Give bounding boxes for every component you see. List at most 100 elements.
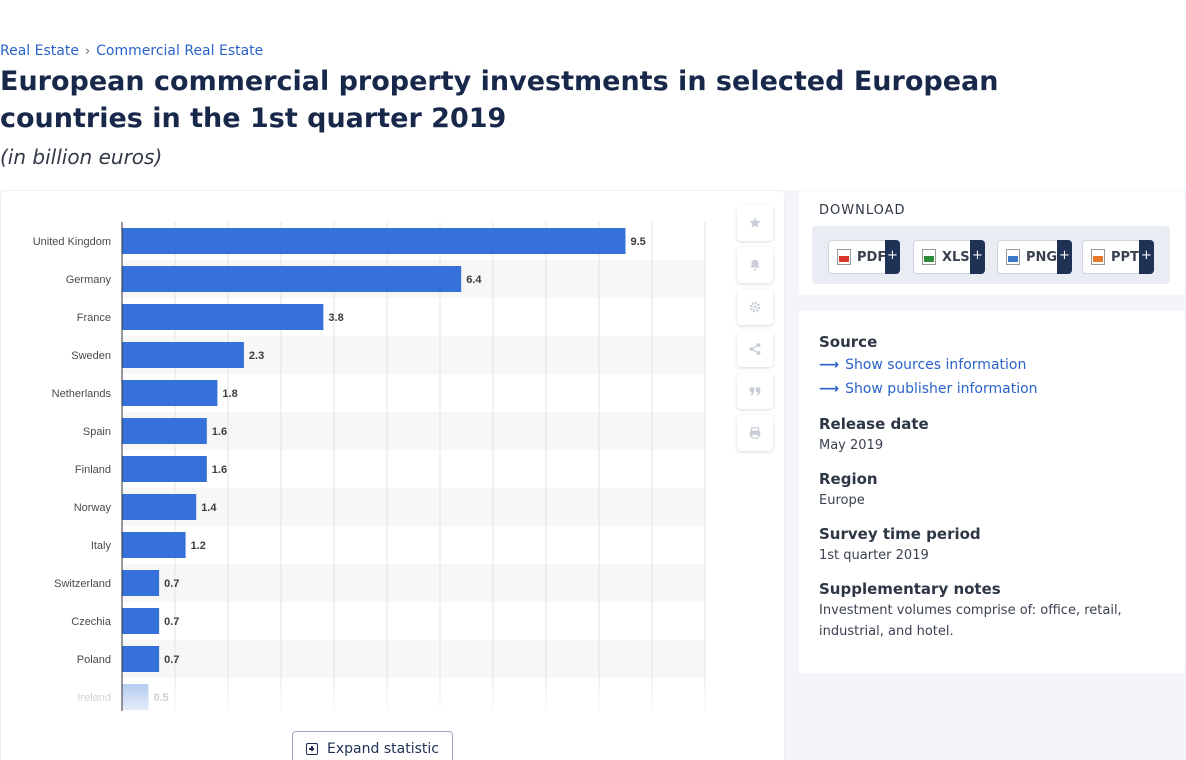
breadcrumb: Real Estate › Commercial Real Estate [0,43,263,59]
category-label: Spain [83,426,111,438]
expand-statistic-label: Expand statistic [327,741,439,757]
region-value: Europe [819,493,865,508]
expand-statistic-button[interactable]: Expand statistic [292,731,453,760]
gear-icon [749,301,761,313]
png-file-icon [1006,249,1020,265]
pdf-file-icon [837,249,851,265]
download-xls-plus[interactable]: + [970,240,985,274]
release-date-value: May 2019 [819,438,884,453]
download-card: DOWNLOAD PDF + XLS + PNG + PPT + [799,191,1185,295]
show-sources-link[interactable]: ⟶ Show sources information [819,357,1026,373]
value-label: 1.8 [222,388,237,400]
supplementary-notes-value: Investment volumes comprise of: office, … [819,603,1122,639]
download-pdf-label: PDF [857,249,887,265]
bell-icon [750,259,760,271]
bar[interactable] [122,456,207,482]
download-label: DOWNLOAD [819,203,906,218]
arrow-right-icon: ⟶ [819,357,840,373]
settings-button[interactable] [737,289,773,325]
breadcrumb-separator: › [84,43,91,59]
download-png-plus[interactable]: + [1057,240,1072,274]
region-heading: Region [819,470,878,488]
row-stripe [122,564,705,602]
value-label: 6.4 [466,274,482,286]
value-label: 1.6 [212,426,227,438]
arrow-right-icon: ⟶ [819,381,840,397]
favorite-button[interactable] [737,205,773,241]
category-label: Germany [66,274,112,286]
value-label: 9.5 [631,236,646,248]
bar[interactable] [122,608,160,634]
category-label: Netherlands [52,388,112,400]
survey-period-heading: Survey time period [819,525,981,543]
bar[interactable] [122,494,197,520]
row-stripe [122,412,705,450]
show-sources-label: Show sources information [845,357,1027,373]
bar[interactable] [122,304,324,330]
row-stripe [122,640,705,678]
notification-button[interactable] [737,247,773,283]
header-band [0,0,1186,190]
category-label: France [77,312,111,324]
page-subtitle: (in billion euros) [0,145,163,169]
breadcrumb-commercial-real-estate[interactable]: Commercial Real Estate [96,43,264,59]
download-ppt-button[interactable]: PPT + [1082,240,1154,274]
category-label: Sweden [71,350,111,362]
value-label: 0.7 [164,616,179,628]
survey-period-value: 1st quarter 2019 [819,548,929,563]
chart-toolbar [737,205,773,451]
download-bar: PDF + XLS + PNG + PPT + [812,226,1170,284]
share-button[interactable] [737,331,773,367]
bar[interactable] [122,380,218,406]
download-pdf-plus[interactable]: + [885,240,900,274]
bar[interactable] [122,266,462,292]
download-xls-button[interactable]: XLS + [913,240,985,274]
bar[interactable] [122,418,207,444]
bar[interactable] [122,570,160,596]
category-label: Czechia [71,616,112,628]
value-label: 0.7 [164,654,179,666]
print-icon [749,427,761,439]
row-stripe [122,488,705,526]
bar[interactable] [122,646,160,672]
value-label: 1.6 [212,464,227,476]
source-heading: Source [819,333,878,351]
value-label: 1.4 [201,502,217,514]
download-pdf-button[interactable]: PDF + [828,240,900,274]
download-png-button[interactable]: PNG + [997,240,1072,274]
supplementary-notes-heading: Supplementary notes [819,580,1001,598]
category-label: Poland [77,654,111,666]
print-button[interactable] [737,415,773,451]
release-date-heading: Release date [819,415,929,433]
category-label: United Kingdom [33,236,111,248]
download-ppt-plus[interactable]: + [1139,240,1154,274]
ppt-file-icon [1091,249,1105,265]
bar[interactable] [122,532,186,558]
category-label: Finland [75,464,111,476]
download-png-label: PNG [1026,249,1058,265]
expand-icon [306,743,319,755]
fade-overlay [1,674,731,711]
show-publisher-label: Show publisher information [845,381,1038,397]
info-card: Source ⟶ Show sources information ⟶ Show… [799,311,1185,673]
bar-chart: United Kingdom 9.5 Germany 6.4 France 3.8 Swed… [1,222,731,711]
share-icon [749,343,761,355]
chart-card: United Kingdom 9.5 Germany 6.4 France 3.8 Swed… [1,191,784,760]
bar[interactable] [122,228,626,254]
star-icon [749,217,761,228]
cite-button[interactable] [737,373,773,409]
bar[interactable] [122,342,244,368]
download-xls-label: XLS [942,249,970,265]
quote-icon [749,387,761,396]
category-label: Norway [74,502,112,514]
breadcrumb-real-estate[interactable]: Real Estate [0,43,79,59]
category-label: Switzerland [54,578,111,590]
value-label: 2.3 [249,350,264,362]
value-label: 3.8 [328,312,343,324]
value-label: 0.7 [164,578,179,590]
page-title: European commercial property investments… [0,66,999,134]
download-ppt-label: PPT [1111,249,1139,265]
show-publisher-link[interactable]: ⟶ Show publisher information [819,381,1038,397]
value-label: 1.2 [191,540,206,552]
xls-file-icon [922,249,936,265]
